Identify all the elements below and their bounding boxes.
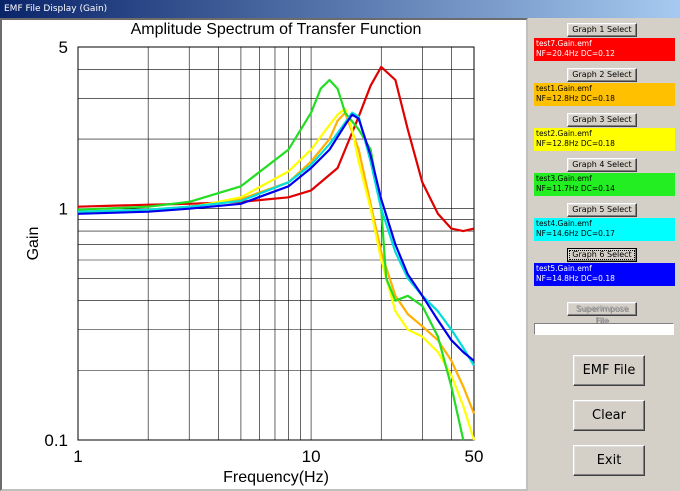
graph-6-info: test5.Gain.emf NF=14.8Hz DC=0.18: [534, 263, 675, 286]
series-line-3: [77, 107, 476, 441]
graph-3-select-button[interactable]: Graph 3 Select: [567, 113, 637, 127]
graph-2-params: NF=12.8Hz DC=0.18: [536, 94, 615, 103]
exit-button[interactable]: Exit: [573, 445, 645, 476]
graph-3-params: NF=12.8Hz DC=0.18: [536, 139, 615, 148]
y-tick-label: 5: [59, 38, 68, 57]
chart-title: Amplitude Spectrum of Transfer Function: [131, 21, 422, 38]
plot-frame: [77, 46, 475, 441]
progress-bar: [534, 323, 674, 335]
graph-1-file: test7.Gain.emf: [536, 39, 592, 48]
series-line-5: [77, 111, 475, 367]
graph-6-params: NF=14.8Hz DC=0.18: [536, 274, 615, 283]
x-tick-label: 1: [73, 447, 82, 466]
x-tick-label: 10: [302, 447, 321, 466]
graph-6-select-button[interactable]: Graph 6 Select: [567, 248, 637, 262]
x-axis-label: Frequency(Hz): [223, 469, 329, 486]
y-axis-label: Gain: [25, 227, 42, 261]
graph-4-file: test3.Gain.emf: [536, 174, 592, 183]
graph-4-select-button[interactable]: Graph 4 Select: [567, 158, 637, 172]
clear-button[interactable]: Clear: [573, 400, 645, 431]
series-line-6: [77, 113, 475, 362]
graph-1-select-button[interactable]: Graph 1 Select: [567, 23, 637, 37]
graph-2-select-button[interactable]: Graph 2 Select: [567, 68, 637, 82]
graph-3-file: test2.Gain.emf: [536, 129, 592, 138]
y-tick-label: 0.1: [44, 431, 68, 450]
window-title: EMF File Display (Gain): [0, 0, 680, 18]
graph-4-params: NF=11.7Hz DC=0.14: [536, 184, 615, 193]
gain-chart: Amplitude Spectrum of Transfer Function 1…: [25, 21, 484, 486]
graph-6-file: test5.Gain.emf: [536, 264, 592, 273]
graph-1-info: test7.Gain.emf NF=20.4Hz DC=0.12: [534, 38, 675, 61]
plot-panel: Amplitude Spectrum of Transfer Function 1…: [0, 18, 528, 491]
graph-5-params: NF=14.6Hz DC=0.17: [536, 229, 615, 238]
graph-5-file: test4.Gain.emf: [536, 219, 592, 228]
graph-2-file: test1.Gain.emf: [536, 84, 592, 93]
graph-5-select-button[interactable]: Graph 5 Select: [567, 203, 637, 217]
superimpose-file-button[interactable]: Superimpose File: [567, 302, 637, 325]
graph-3-info: test2.Gain.emf NF=12.8Hz DC=0.18: [534, 128, 675, 151]
y-tick-label: 1: [59, 200, 68, 219]
graph-2-info: test1.Gain.emf NF=12.8Hz DC=0.18: [534, 83, 675, 106]
graph-5-info: test4.Gain.emf NF=14.6Hz DC=0.17: [534, 218, 675, 241]
graph-1-params: NF=20.4Hz DC=0.12: [536, 49, 615, 58]
series-line-4: [77, 78, 465, 441]
control-panel: Graph 1 Select test7.Gain.emf NF=20.4Hz …: [528, 18, 680, 491]
x-tick-label: 50: [465, 447, 484, 466]
emf-file-button[interactable]: EMF File: [573, 355, 645, 386]
graph-4-info: test3.Gain.emf NF=11.7Hz DC=0.14: [534, 173, 675, 196]
